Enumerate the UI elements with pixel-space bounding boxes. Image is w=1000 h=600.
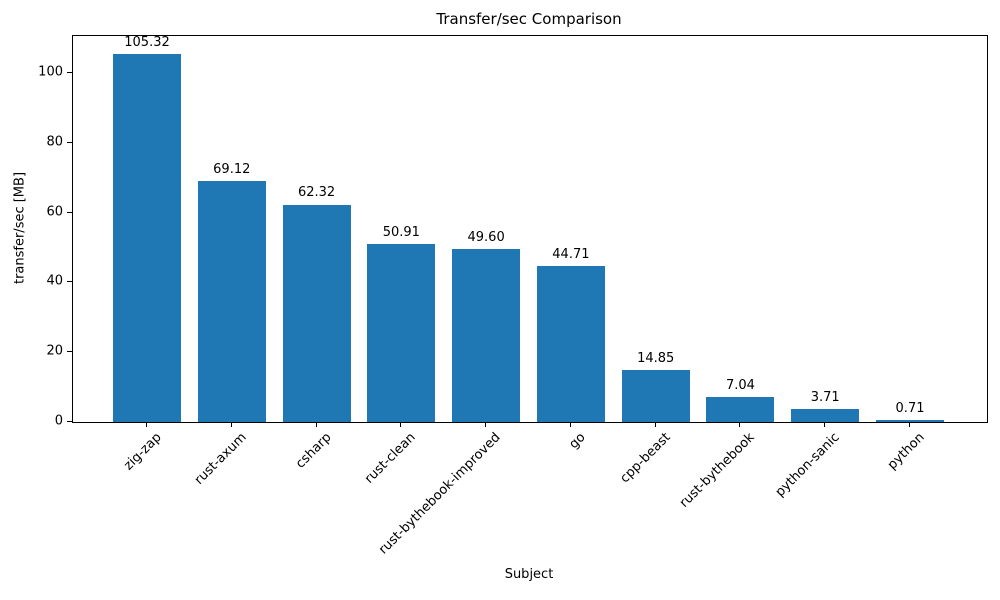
x-axis-label: Subject	[504, 567, 554, 582]
bar-rust-axum	[197, 180, 266, 422]
x-tick-mark	[739, 422, 741, 427]
y-tick-label: 60	[46, 204, 63, 220]
y-tick-label: 40	[46, 273, 63, 289]
bar-value-label: 69.12	[213, 161, 251, 177]
bar-value-label: 44.71	[552, 246, 590, 262]
bar-cpp-beast	[621, 370, 690, 422]
bar-rust-clean	[367, 244, 436, 422]
x-tick-mark	[485, 422, 487, 427]
x-tick-label-rust-clean: rust-clean	[362, 430, 419, 487]
bar-csharp	[282, 204, 351, 422]
x-tick-mark	[146, 422, 147, 427]
y-tick-mark	[67, 141, 72, 143]
x-tick-mark	[400, 422, 402, 427]
y-tick-mark	[67, 351, 72, 353]
chart-title: Transfer/sec Comparison	[436, 10, 622, 28]
bar-rust-bythebook-improved	[452, 248, 521, 422]
x-tick-label-zig-zap: zig-zap	[121, 430, 165, 474]
bar-go	[536, 265, 605, 422]
bar-value-label: 3.71	[810, 390, 840, 406]
bar-zig-zap	[113, 54, 181, 422]
y-tick-label: 100	[38, 64, 63, 80]
x-tick-mark	[315, 422, 317, 427]
bar-rust-bythebook	[706, 397, 775, 422]
y-tick-mark	[67, 211, 72, 213]
y-tick-mark	[67, 421, 72, 422]
x-tick-label-go: go	[566, 430, 589, 453]
x-tick-mark	[230, 422, 232, 427]
y-tick-mark	[67, 71, 72, 73]
bar-value-label: 14.85	[637, 351, 675, 367]
x-tick-mark	[654, 422, 656, 427]
y-tick-label: 0	[54, 413, 63, 429]
x-tick-label-python-sanic: python-sanic	[772, 430, 843, 500]
plot-area: 105.32 69.12 62.32 50.91 49.60 44.71 14.85 7.04…	[72, 35, 988, 423]
bar-value-label: 50.91	[382, 225, 420, 241]
y-tick-label: 20	[46, 343, 63, 359]
x-tick-label-python: python	[884, 430, 928, 473]
y-tick-label: 80	[46, 134, 63, 150]
x-tick-label-csharp: csharp	[292, 430, 335, 472]
y-tick-mark	[67, 281, 72, 283]
y-axis-label: transfer/sec [MB]	[12, 171, 28, 285]
bar-value-label: 105.32	[124, 35, 170, 51]
bar-value-label: 7.04	[725, 378, 755, 394]
x-tick-mark	[569, 422, 571, 427]
x-tick-label-rust-axum: rust-axum	[191, 430, 250, 488]
x-tick-label-cpp-beast: cpp-beast	[617, 430, 674, 487]
bar-python	[876, 419, 945, 422]
x-tick-mark	[909, 422, 911, 427]
bar-python-sanic	[791, 409, 860, 422]
bar-value-label: 49.60	[467, 229, 505, 245]
x-tick-label-rust-bythebook: rust-bythebook	[677, 430, 759, 511]
bar-value-label: 0.71	[895, 400, 925, 416]
x-tick-mark	[824, 422, 826, 427]
bar-value-label: 62.32	[297, 185, 336, 201]
